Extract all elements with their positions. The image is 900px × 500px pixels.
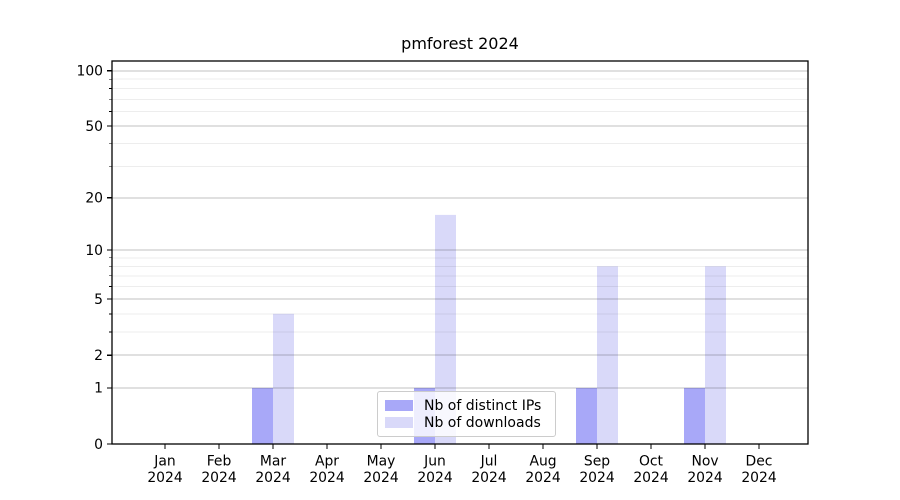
- x-tick-label-feb-2024: Feb 2024: [201, 454, 237, 487]
- x-tick-label-jun-2024: Jun 2024: [417, 454, 453, 487]
- y-tick-label-0: 0: [94, 437, 103, 453]
- bar-nb-of-distinct-ips-mar-2024: [252, 387, 273, 444]
- gridlines-minor: [112, 78, 808, 333]
- legend-swatch-downloads: [385, 417, 413, 428]
- spines: [111, 60, 809, 445]
- x-tick-label-jul-2024: Jul 2024: [471, 454, 507, 487]
- x-tick-label-nov-2024: Nov 2024: [687, 454, 723, 487]
- x-tick-label-jan-2024: Jan 2024: [147, 454, 183, 487]
- legend-label-downloads: Nb of downloads: [424, 414, 541, 431]
- bar-nb-of-downloads-jun-2024: [435, 214, 456, 444]
- y-tick-label-1: 1: [94, 381, 103, 397]
- bars: [252, 214, 726, 444]
- y-tick-label-100: 100: [76, 64, 103, 80]
- x-tick-label-may-2024: May 2024: [363, 454, 399, 487]
- x-tick-label-oct-2024: Oct 2024: [633, 454, 669, 487]
- legend-swatch-distinct-ips: [385, 400, 413, 411]
- bar-nb-of-distinct-ips-sep-2024: [576, 387, 597, 444]
- y-tick-label-5: 5: [94, 292, 103, 308]
- x-tick-label-dec-2024: Dec 2024: [741, 454, 777, 487]
- x-tick-label-aug-2024: Aug 2024: [525, 454, 561, 487]
- chart-title: pmforest 2024: [401, 34, 519, 53]
- x-tick-label-sep-2024: Sep 2024: [579, 454, 615, 487]
- legend-label-distinct-ips: Nb of distinct IPs: [424, 397, 542, 414]
- y-tick-label-20: 20: [85, 191, 103, 207]
- x-tick-label-mar-2024: Mar 2024: [255, 454, 291, 487]
- plot-border: [111, 60, 809, 445]
- bar-nb-of-downloads-mar-2024: [273, 313, 294, 444]
- y-axis: 0 1 2 5 10 20 50 100: [76, 64, 112, 453]
- legend: Nb of distinct IPs Nb of downloads: [377, 391, 556, 437]
- bar-nb-of-downloads-nov-2024: [705, 266, 726, 444]
- y-tick-label-10: 10: [85, 243, 103, 259]
- bar-nb-of-downloads-sep-2024: [597, 266, 618, 444]
- bar-nb-of-distinct-ips-nov-2024: [684, 387, 705, 444]
- y-tick-label-2: 2: [94, 348, 103, 364]
- legend-item-downloads: Nb of downloads: [385, 416, 555, 430]
- x-axis: Jan 2024 Feb 2024 Mar 2024 Apr 2024 May 2024 Jun 20…: [147, 444, 777, 486]
- x-tick-label-apr-2024: Apr 2024: [309, 454, 345, 487]
- legend-item-distinct-ips: Nb of distinct IPs: [385, 399, 555, 413]
- y-tick-label-50: 50: [85, 119, 103, 135]
